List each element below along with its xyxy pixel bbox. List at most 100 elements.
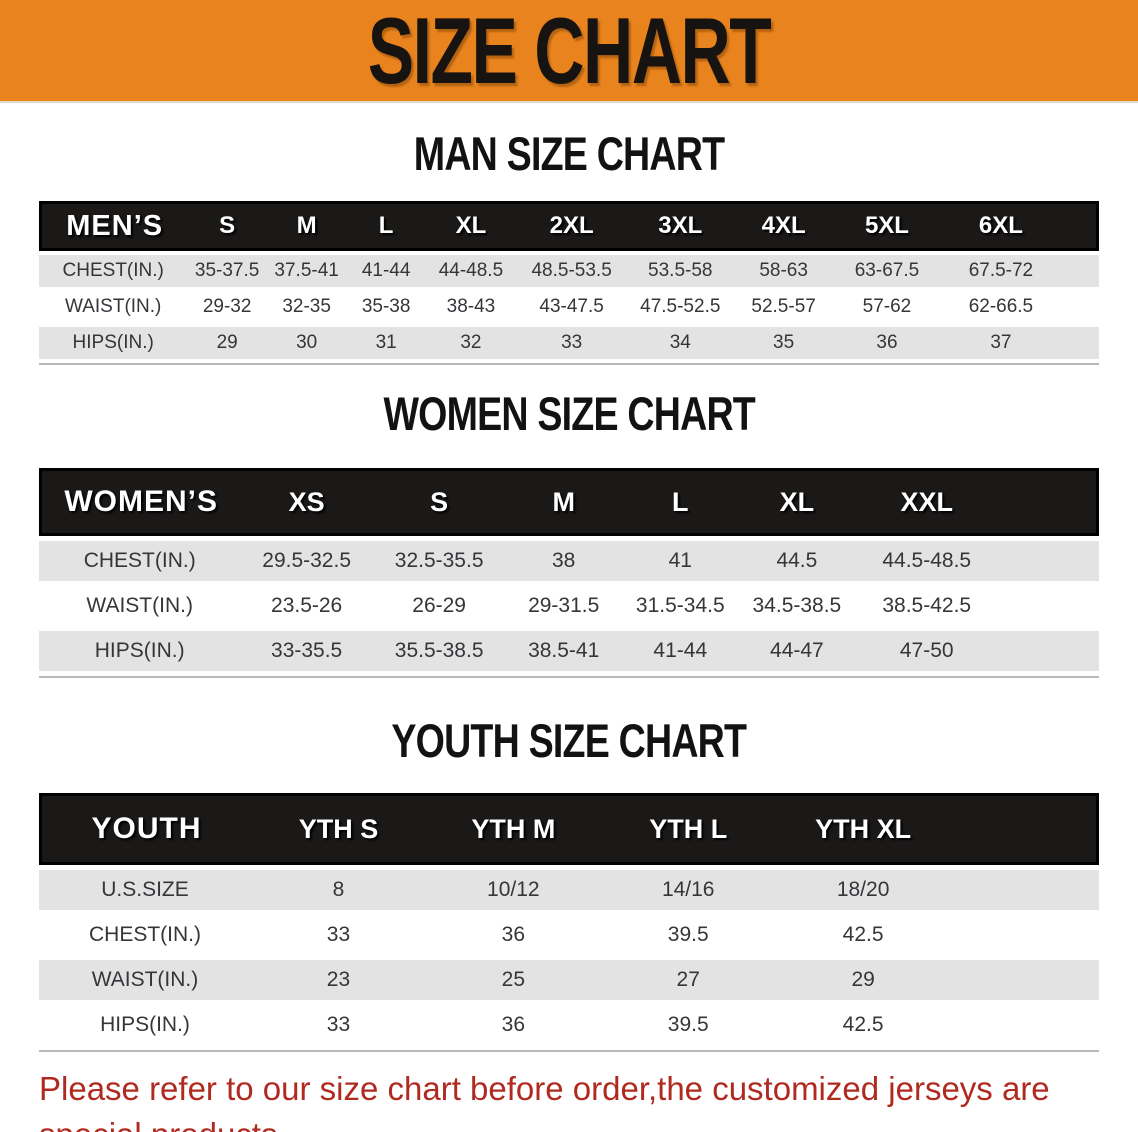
size-value-cell: 29 [187,327,267,359]
size-value-cell: 58-63 [733,255,834,287]
table-row: WAIST(IN.) 29-32 32-35 35-38 38-43 43-47.5 47.… [39,291,1099,323]
size-value-cell: 36 [425,1005,601,1045]
table-corner-label: MEN’S [39,201,188,251]
row-label: WAIST(IN.) [39,291,188,323]
row-label: CHEST(IN.) [39,915,251,955]
table-row: CHEST(IN.) 35-37.5 37.5-41 41-44 44-48.5 48.5… [39,255,1099,287]
size-value-cell: 57-62 [833,291,940,323]
row-label: HIPS(IN.) [39,631,241,671]
size-value-cell: 42.5 [775,1005,951,1045]
size-column-header: XXL [855,468,999,536]
size-value-cell: 53.5-58 [627,255,734,287]
size-value-cell: 37 [939,327,1062,359]
size-column-header: YTH L [600,793,776,865]
size-value-cell: 29.5-32.5 [240,541,373,581]
row-filler-cell [1061,255,1099,287]
row-filler-cell [1061,327,1099,359]
size-value-cell: 23 [251,960,426,1000]
disclaimer-line-1: Please refer to our size chart before or… [39,1070,1050,1132]
size-value-cell: 33 [251,1005,426,1045]
size-column-header: 4XL [733,201,834,251]
youth-section-heading: YOUTH SIZE CHART [391,714,748,767]
row-label: WAIST(IN.) [39,960,251,1000]
men-size-section: MAN SIZE CHART MEN’S S M L XL 2XL 3XL 4XL 5XL 6XL… [0,129,1138,365]
row-label: CHEST(IN.) [39,255,188,287]
size-value-cell: 23.5-26 [240,586,373,626]
size-value-cell: 8 [251,870,426,910]
youth-size-table: YOUTH YTH S YTH M YTH L YTH XL U.S.SIZE 8 10/12… [39,788,1099,1052]
size-value-cell: 44.5 [738,541,856,581]
size-value-cell: 48.5-53.5 [515,255,628,287]
women-size-section: WOMEN SIZE CHART WOMEN’S XS S M L XL XXL CHEST(… [0,389,1138,678]
table-row: CHEST(IN.) 33 36 39.5 42.5 [39,915,1099,955]
size-value-cell: 44-48.5 [425,255,516,287]
size-value-cell: 33-35.5 [240,631,373,671]
table-corner-label: WOMEN’S [39,468,241,536]
size-value-cell: 41 [621,541,739,581]
table-header-row: YOUTH YTH S YTH M YTH L YTH XL [39,793,1099,865]
size-column-header: XL [425,201,516,251]
size-value-cell: 14/16 [600,870,776,910]
size-column-header: 6XL [939,201,1062,251]
size-value-cell: 35 [733,327,834,359]
mens-size-table: MEN’S S M L XL 2XL 3XL 4XL 5XL 6XL CHEST(IN.) 35-37… [39,197,1099,365]
table-row: WAIST(IN.) 23 25 27 29 [39,960,1099,1000]
size-value-cell: 38.5-41 [505,631,622,671]
row-label: CHEST(IN.) [39,541,241,581]
size-value-cell: 25 [425,960,601,1000]
size-value-cell: 29-31.5 [505,586,622,626]
header-filler-cell [1061,201,1099,251]
row-filler-cell [1061,291,1099,323]
size-value-cell: 44.5-48.5 [855,541,999,581]
size-value-cell: 18/20 [775,870,951,910]
table-row: HIPS(IN.) 29 30 31 32 33 34 35 36 37 [39,327,1099,359]
size-value-cell: 10/12 [425,870,601,910]
row-filler-cell [998,586,1099,626]
size-value-cell: 29 [775,960,951,1000]
row-filler-cell [998,541,1099,581]
size-value-cell: 52.5-57 [733,291,834,323]
size-column-header: M [505,468,622,536]
size-column-header: S [372,468,506,536]
size-value-cell: 41-44 [346,255,426,287]
size-value-cell: 36 [833,327,940,359]
size-column-header: YTH XL [775,793,951,865]
row-filler-cell [950,960,1099,1000]
size-value-cell: 30 [266,327,347,359]
size-value-cell: 34.5-38.5 [738,586,856,626]
size-value-cell: 35.5-38.5 [372,631,506,671]
size-value-cell: 34 [627,327,734,359]
header-filler-cell [950,793,1099,865]
size-value-cell: 32-35 [266,291,347,323]
row-filler-cell [950,870,1099,910]
size-value-cell: 43-47.5 [515,291,628,323]
size-value-cell: 29-32 [187,291,267,323]
size-value-cell: 62-66.5 [939,291,1062,323]
row-label: HIPS(IN.) [39,327,188,359]
table-row: U.S.SIZE 8 10/12 14/16 18/20 [39,870,1099,910]
women-section-heading: WOMEN SIZE CHART [383,387,755,440]
size-value-cell: 63-67.5 [833,255,940,287]
size-value-cell: 39.5 [600,1005,776,1045]
size-value-cell: 47-50 [855,631,999,671]
row-filler-cell [950,1005,1099,1045]
size-value-cell: 35-38 [346,291,426,323]
size-value-cell: 33 [251,915,426,955]
size-value-cell: 47.5-52.5 [627,291,734,323]
size-value-cell: 32.5-35.5 [372,541,506,581]
row-label: WAIST(IN.) [39,586,241,626]
size-column-header: 2XL [515,201,628,251]
size-column-header: M [266,201,347,251]
men-section-heading: MAN SIZE CHART [413,127,725,180]
disclaimer-text: Please refer to our size chart before or… [39,1066,1099,1132]
table-row: WAIST(IN.) 23.5-26 26-29 29-31.5 31.5-34.5 34… [39,586,1099,626]
size-value-cell: 27 [600,960,776,1000]
youth-size-section: YOUTH SIZE CHART YOUTH YTH S YTH M YTH L YTH… [0,716,1138,1052]
size-value-cell: 31.5-34.5 [621,586,739,626]
size-column-header: S [187,201,267,251]
size-column-header: L [621,468,739,536]
table-row: HIPS(IN.) 33-35.5 35.5-38.5 38.5-41 41-44 44-… [39,631,1099,671]
size-value-cell: 38 [505,541,622,581]
banner-title: SIZE CHART [367,0,772,103]
size-value-cell: 32 [425,327,516,359]
